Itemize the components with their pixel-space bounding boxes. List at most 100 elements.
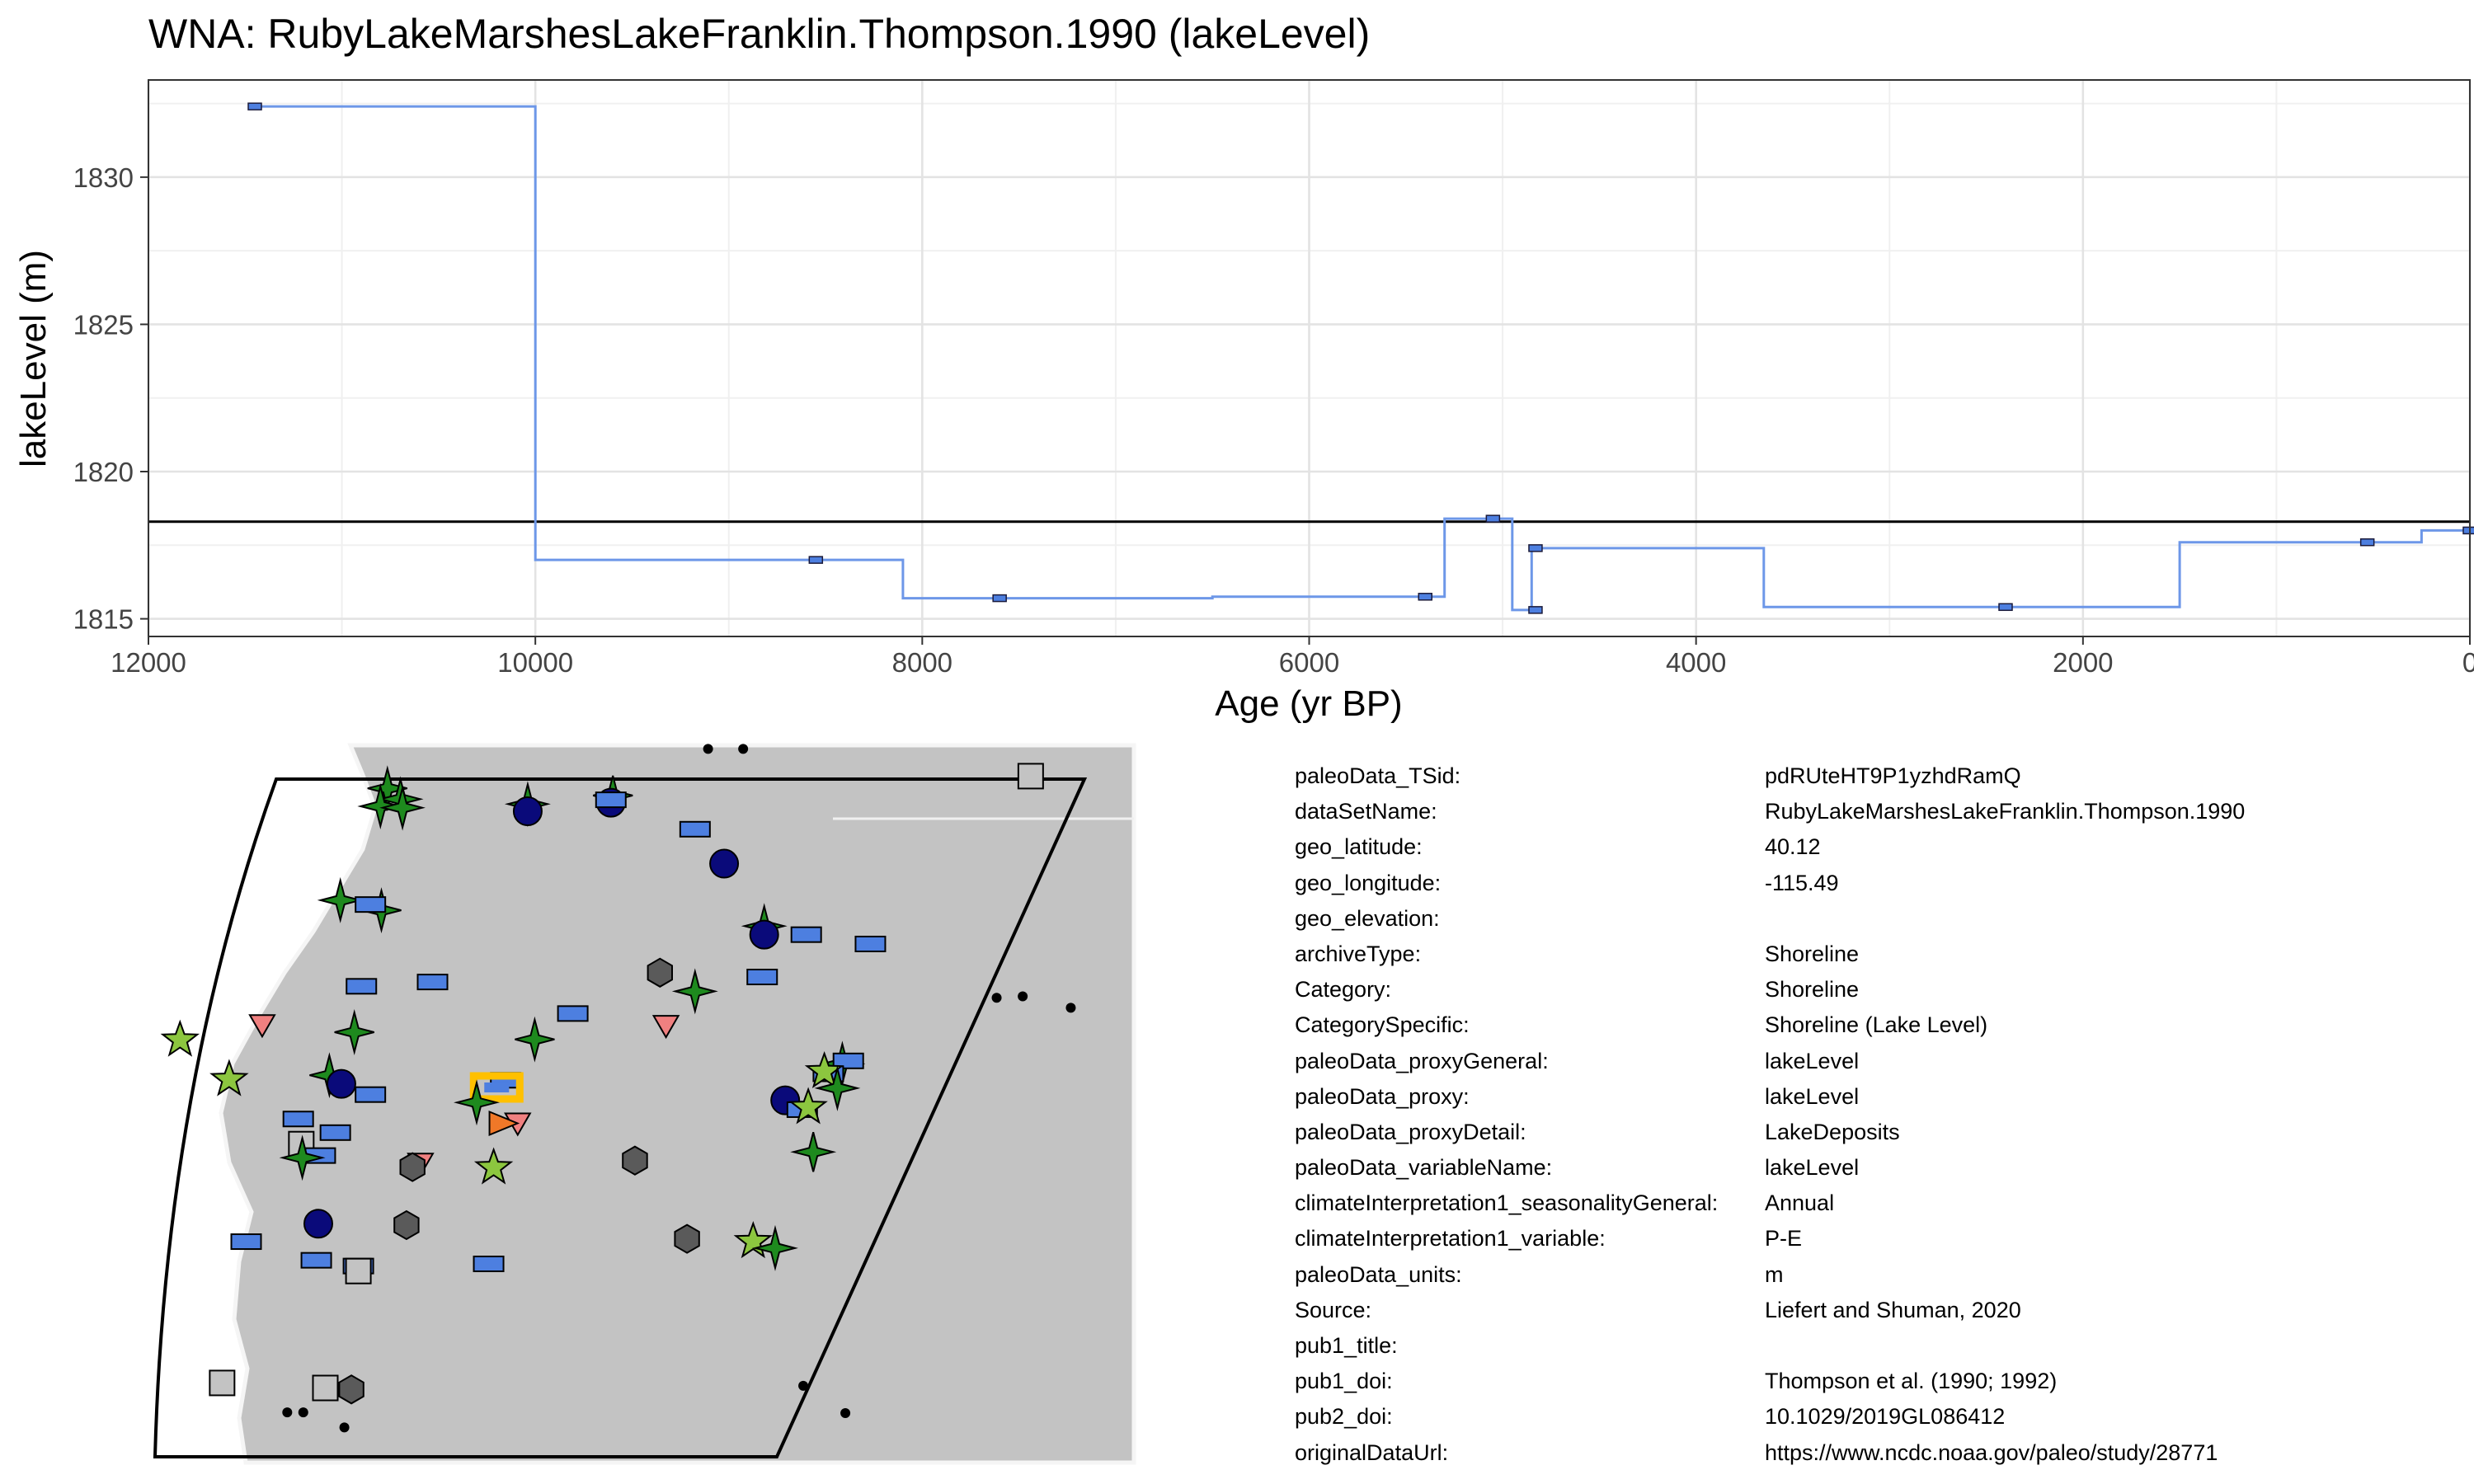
map-marker-star4 — [357, 783, 404, 829]
map-marker-rect — [557, 1005, 589, 1022]
map-marker-rect — [679, 820, 711, 838]
metadata-value: lakeLevel — [1765, 1155, 1860, 1181]
metadata-row: paleoData_TSid: pdRUteHT9P1yzhdRamQ — [1295, 758, 2449, 794]
metadata-row: originalDataUrl: https://www.ncdc.noaa.go… — [1295, 1435, 2449, 1471]
y-axis-label: lakeLevel (m) — [13, 250, 54, 467]
map-marker-rect — [282, 1111, 314, 1128]
map-marker-hexagon — [622, 1145, 648, 1176]
map-marker-star4 — [814, 1064, 861, 1111]
map-marker-triangle-right — [488, 1110, 520, 1136]
map-marker-triangle — [248, 1014, 276, 1039]
metadata-row: pub2_doi: 10.1029/2019GL086412 — [1295, 1399, 2449, 1435]
metadata-row: pub1_doi: Thompson et al. (1990; 1992) — [1295, 1364, 2449, 1399]
metadata-row: geo_elevation: — [1295, 901, 2449, 937]
map-marker-square — [1017, 763, 1044, 790]
y-tick-label: 1820 — [73, 457, 134, 487]
metadata-row: Category: Shoreline — [1295, 972, 2449, 1007]
lake-level-step-line — [255, 105, 2470, 612]
map-marker-star5 — [160, 1019, 200, 1057]
map-marker-dot — [703, 744, 713, 754]
metadata-row: paleoData_proxyGeneral: lakeLevel — [1295, 1044, 2449, 1079]
metadata-key: climateInterpretation1_seasonalityGenera… — [1295, 1190, 1719, 1216]
metadata-value: RubyLakeMarshesLakeFranklin.Thompson.199… — [1765, 799, 2246, 824]
metadata-key: paleoData_proxyDetail: — [1295, 1119, 1526, 1144]
data-point — [1528, 544, 1543, 552]
map-marker-star4 — [279, 1134, 326, 1181]
map-marker-dot — [1018, 991, 1028, 1002]
metadata-value: lakeLevel — [1765, 1083, 1860, 1109]
metadata-key: climateInterpretation1_variable: — [1295, 1226, 1606, 1252]
y-tick-label: 1825 — [73, 309, 134, 340]
map-marker-hexagon — [674, 1223, 700, 1254]
map-marker-star5 — [473, 1147, 514, 1185]
metadata-key: archiveType: — [1295, 941, 1422, 966]
metadata-key: pub1_doi: — [1295, 1369, 1393, 1394]
lake-level-chart: 12000 10000 8000 6000 4000 2000 0 1815 1820 1825 1… — [13, 79, 2474, 724]
map-marker-rect — [355, 1086, 387, 1103]
map-marker-dot — [339, 1422, 350, 1433]
map-marker-dot — [798, 1380, 809, 1391]
map-marker-star4 — [379, 784, 426, 831]
metadata-row: CategorySpecific: Shoreline (Lake Level) — [1295, 1007, 2449, 1043]
metadata-value: Liefert and Shuman, 2020 — [1765, 1297, 2021, 1322]
map-marker-square — [345, 1257, 372, 1284]
metadata-value: P-E — [1765, 1226, 1803, 1252]
map-marker-star4 — [671, 968, 718, 1015]
map-marker-star4 — [752, 1224, 798, 1271]
metadata-table: paleoData_TSid: pdRUteHT9P1yzhdRamQ dataSe… — [1295, 758, 2449, 1471]
map-marker-dot — [1065, 1003, 1076, 1013]
map-marker-circle — [709, 848, 740, 879]
data-point — [2462, 526, 2474, 535]
map-marker-rect — [355, 896, 387, 913]
x-tick-label: 8000 — [892, 647, 952, 678]
metadata-value: Shoreline — [1765, 977, 1860, 1003]
map-marker-star5 — [209, 1059, 249, 1097]
map-marker-rect — [854, 935, 887, 952]
map-marker-rect — [595, 791, 627, 809]
map-land — [153, 743, 1136, 1465]
metadata-row: paleoData_variableName: lakeLevel — [1295, 1150, 2449, 1186]
map-marker-circle — [512, 796, 543, 827]
metadata-row: paleoData_proxyDetail: LakeDeposits — [1295, 1115, 2449, 1150]
x-tick-label: 6000 — [1279, 647, 1339, 678]
map-marker-square — [209, 1369, 236, 1397]
map-marker-rect — [416, 974, 449, 991]
metadata-key: dataSetName: — [1295, 799, 1437, 824]
y-tick-label: 1815 — [73, 604, 134, 635]
metadata-key: paleoData_variableName: — [1295, 1155, 1553, 1181]
x-axis-label: Age (yr BP) — [1215, 683, 1402, 724]
metadata-row: Source: Liefert and Shuman, 2020 — [1295, 1293, 2449, 1328]
x-tick-label: 4000 — [1666, 647, 1726, 678]
data-point — [1418, 593, 1432, 601]
map-marker-circle — [749, 919, 779, 950]
metadata-value: pdRUteHT9P1yzhdRamQ — [1765, 763, 2021, 788]
map-marker-star5 — [733, 1221, 774, 1259]
map-marker-rect — [230, 1233, 262, 1251]
map-marker-star4 — [454, 1079, 500, 1126]
metadata-row: dataSetName: RubyLakeMarshesLakeFranklin.… — [1295, 794, 2449, 829]
x-tick-label: 0 — [2462, 647, 2474, 678]
map-marker-dot — [298, 1407, 308, 1418]
data-point — [992, 594, 1007, 603]
metadata-key: Source: — [1295, 1297, 1372, 1322]
map-marker-hexagon — [393, 1209, 420, 1241]
metadata-key: pub2_doi: — [1295, 1404, 1393, 1430]
metadata-value: -115.49 — [1765, 870, 1839, 895]
land-area — [219, 743, 1136, 1465]
metadata-key: pub1_title: — [1295, 1333, 1398, 1358]
metadata-value: https://www.ncdc.noaa.gov/paleo/study/28… — [1765, 1439, 2218, 1465]
data-point — [1485, 514, 1501, 523]
metadata-row: climateInterpretation1_variable: P-E — [1295, 1221, 2449, 1256]
data-point — [808, 556, 824, 564]
x-tick-label: 10000 — [497, 647, 573, 678]
map-marker-star4 — [790, 1132, 837, 1172]
map-marker-hexagon — [647, 957, 673, 988]
map-markers — [160, 744, 1076, 1433]
metadata-value: Shoreline (Lake Level) — [1765, 1012, 1988, 1038]
metadata-value: Annual — [1765, 1190, 1835, 1216]
map-marker-dot — [282, 1407, 293, 1418]
map-marker-star4 — [515, 1016, 555, 1063]
map-marker-rect — [746, 969, 778, 986]
x-tick-label: 12000 — [111, 647, 186, 678]
chart-grid — [147, 80, 2472, 636]
